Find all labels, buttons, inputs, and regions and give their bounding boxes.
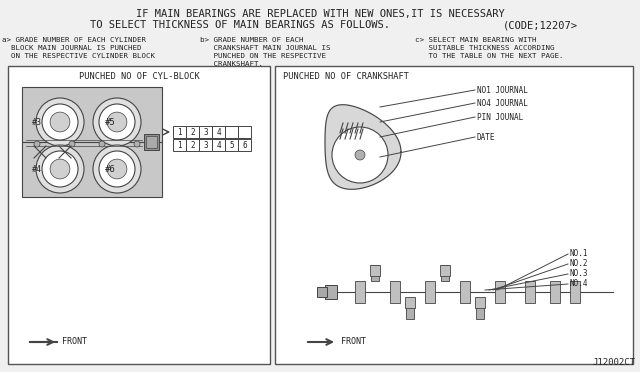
Bar [371,265,379,281]
Text: J12002CT: J12002CT [592,358,635,367]
Text: c> SELECT MAIN BEARING WITH: c> SELECT MAIN BEARING WITH [415,37,536,43]
Text: CRANKSHAFT.: CRANKSHAFT. [200,61,263,67]
Bar [212,139,225,151]
Text: NO4 JOURNAL: NO4 JOURNAL [477,99,528,108]
Text: TO THE TABLE ON THE NEXT PAGE.: TO THE TABLE ON THE NEXT PAGE. [415,53,563,59]
Bar [317,287,327,297]
Circle shape [99,141,105,147]
Bar [22,87,162,197]
Text: (CODE;12207>: (CODE;12207> [502,20,577,30]
Text: 4: 4 [216,141,221,150]
Text: 6: 6 [242,141,247,150]
Circle shape [36,98,84,146]
Text: 2: 2 [190,141,195,150]
Bar [495,281,505,303]
Text: #4: #4 [32,164,42,173]
Text: 2: 2 [190,128,195,137]
Circle shape [332,127,388,183]
Text: IF MAIN BEARINGS ARE REPLACED WITH NEW ONES,IT IS NECESSARY: IF MAIN BEARINGS ARE REPLACED WITH NEW O… [136,9,504,19]
Text: TO SELECT THICKNESS OF MAIN BEARINGS AS FOLLOWS.: TO SELECT THICKNESS OF MAIN BEARINGS AS … [90,20,390,30]
Circle shape [36,145,84,193]
Bar [525,281,535,303]
Bar [186,126,199,138]
Text: b> GRADE NUMBER OF EACH: b> GRADE NUMBER OF EACH [200,37,303,43]
Text: NO.3: NO.3 [570,269,589,279]
Text: SUITABLE THICKNESS ACCORDING: SUITABLE THICKNESS ACCORDING [415,45,554,51]
Bar [475,297,485,308]
Bar [199,139,212,151]
Bar [370,265,380,276]
Text: 3: 3 [203,128,208,137]
Bar [173,139,186,151]
Circle shape [93,145,141,193]
Text: 1: 1 [177,128,182,137]
Text: #6: #6 [105,164,116,173]
Text: ON THE RESPECTIVE CYLINDER BLOCK: ON THE RESPECTIVE CYLINDER BLOCK [2,53,155,59]
Text: PIN JOUNAL: PIN JOUNAL [477,112,524,122]
Text: NO.4: NO.4 [570,279,589,289]
Bar [390,281,400,303]
Bar [425,281,435,303]
Bar [146,136,157,148]
Bar [570,281,580,303]
Text: FRONT: FRONT [341,337,366,346]
Text: 4: 4 [216,128,221,137]
Circle shape [34,141,40,147]
Circle shape [107,159,127,179]
Bar [173,126,186,138]
Text: a> GRADE NUMBER OF EACH CYLINDER: a> GRADE NUMBER OF EACH CYLINDER [2,37,146,43]
Circle shape [69,141,75,147]
Text: NO.2: NO.2 [570,260,589,269]
Text: PUNCHED ON THE RESPECTIVE: PUNCHED ON THE RESPECTIVE [200,53,326,59]
Bar [212,126,225,138]
Bar [440,265,450,276]
Text: 1: 1 [177,141,182,150]
Circle shape [50,159,70,179]
Circle shape [93,98,141,146]
Text: #5: #5 [105,118,116,126]
Bar [238,126,251,138]
Text: DATE: DATE [477,132,495,141]
Bar [225,139,238,151]
Circle shape [107,112,127,132]
Circle shape [134,141,140,147]
Bar [186,139,199,151]
Bar [476,303,484,319]
Circle shape [99,151,135,187]
Bar [199,126,212,138]
Bar [275,66,633,364]
Bar [238,139,251,151]
Text: PUNCHED NO OF CRANKSHAFT: PUNCHED NO OF CRANKSHAFT [283,71,409,80]
Bar [550,281,560,303]
Text: 3: 3 [203,141,208,150]
Bar [144,134,159,150]
Bar [355,281,365,303]
Text: #3: #3 [32,118,42,126]
Bar [8,66,270,364]
Bar [405,297,415,308]
Circle shape [99,104,135,140]
Text: NO.1: NO.1 [570,250,589,259]
Bar [225,126,238,138]
Circle shape [50,112,70,132]
Circle shape [42,104,78,140]
Text: FRONT: FRONT [62,337,87,346]
Bar [325,285,337,299]
Text: BLOCK MAIN JOURNAL IS PUNCHED: BLOCK MAIN JOURNAL IS PUNCHED [2,45,141,51]
Circle shape [42,151,78,187]
Text: CRANKSHAFT MAIN JOURNAL IS: CRANKSHAFT MAIN JOURNAL IS [200,45,330,51]
Bar [406,303,414,319]
Bar [441,265,449,281]
Bar [460,281,470,303]
Polygon shape [325,105,401,189]
Circle shape [355,150,365,160]
Text: NO1 JOURNAL: NO1 JOURNAL [477,86,528,94]
Text: PUNCHED NO OF CYL-BLOCK: PUNCHED NO OF CYL-BLOCK [79,71,200,80]
Text: 5: 5 [229,141,234,150]
